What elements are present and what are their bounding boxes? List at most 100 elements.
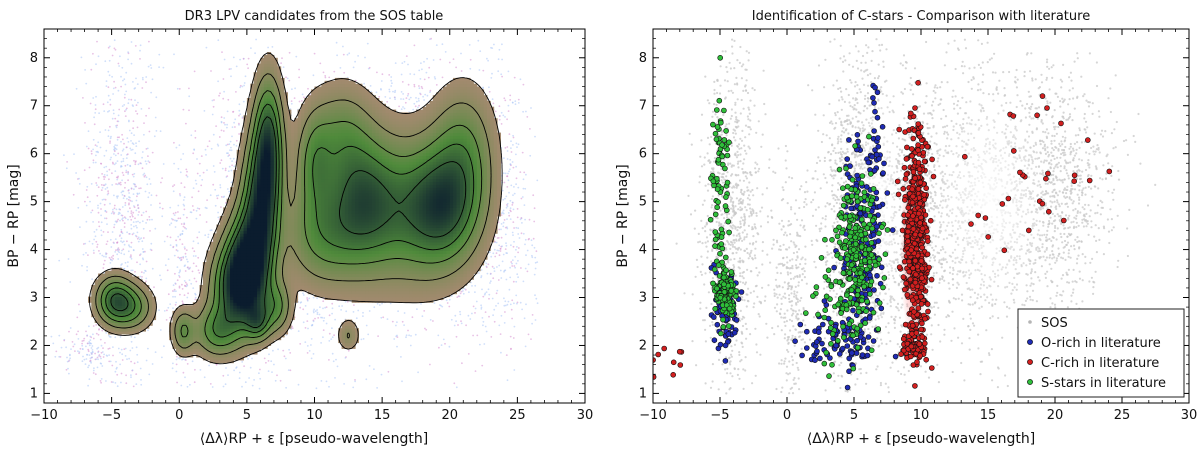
sos-point: [409, 96, 412, 99]
sos-point: [141, 87, 144, 89]
sos-point: [446, 302, 449, 304]
sos-point: [310, 324, 313, 327]
sos-point: [198, 272, 201, 274]
sos-point: [192, 240, 195, 243]
sos-point: [155, 194, 158, 197]
sos-point: [479, 50, 482, 53]
sos-point: [324, 75, 327, 77]
sos-point: [227, 374, 229, 376]
sos-point: [415, 97, 417, 99]
sos-point: [155, 130, 158, 132]
sos-point: [243, 84, 246, 87]
sos-point: [150, 242, 153, 245]
sos-point: [139, 221, 141, 224]
sos-point: [285, 76, 287, 79]
sos-point: [136, 353, 139, 356]
sos-point: [177, 256, 180, 259]
sos-point: [407, 329, 409, 332]
sos-point: [140, 383, 143, 386]
sos-point: [307, 87, 309, 90]
sos-point: [122, 197, 125, 200]
sos-point: [433, 76, 436, 78]
sos-point: [179, 193, 181, 195]
sos-point: [108, 347, 111, 350]
sos-point: [212, 183, 215, 186]
sos-point: [150, 67, 153, 69]
sos-point: [316, 313, 319, 315]
sos-point: [130, 132, 133, 135]
sos-point: [110, 135, 112, 138]
sos-point: [393, 338, 396, 340]
sos-point: [123, 104, 126, 106]
sos-point: [112, 257, 114, 260]
sos-point: [420, 62, 422, 65]
sos-point: [192, 287, 195, 289]
sos-point: [131, 214, 134, 216]
sos-point: [141, 151, 144, 153]
sos-point: [517, 247, 520, 249]
sos-point: [121, 105, 124, 107]
sos-point: [113, 242, 115, 245]
sos-point: [104, 198, 107, 201]
sos-point: [112, 109, 115, 112]
sos-point: [239, 86, 242, 89]
sos-point: [301, 100, 303, 102]
sos-point: [258, 387, 261, 390]
sos-point: [280, 62, 282, 64]
sos-point: [251, 357, 253, 360]
sos-point: [128, 129, 131, 132]
sos-point: [149, 230, 151, 232]
sos-point: [440, 344, 443, 346]
sos-point: [107, 110, 109, 113]
sos-point: [419, 78, 422, 80]
sos-point: [248, 377, 251, 379]
sos-point: [289, 352, 292, 354]
sos-point: [123, 267, 126, 270]
sos-point: [172, 284, 175, 287]
sos-point: [276, 374, 278, 377]
sos-point: [335, 358, 337, 361]
sos-point: [105, 243, 108, 246]
sos-point: [127, 98, 130, 101]
sos-point: [109, 137, 112, 140]
sos-point: [488, 86, 490, 89]
sos-point: [405, 55, 408, 57]
sos-point: [312, 311, 315, 314]
sos-point: [297, 383, 300, 386]
sos-point: [107, 94, 110, 97]
sos-point: [506, 205, 509, 208]
sos-point: [423, 78, 426, 81]
sos-point: [274, 379, 277, 382]
sos-point: [121, 171, 124, 174]
sos-point: [289, 108, 292, 110]
sos-point: [94, 108, 97, 111]
sos-point: [143, 133, 145, 136]
sos-point: [118, 136, 120, 139]
sos-point: [378, 304, 381, 306]
sos-point: [89, 200, 91, 203]
sos-point: [391, 82, 393, 85]
sos-point: [319, 62, 322, 65]
sos-point: [211, 386, 214, 388]
sos-point: [123, 216, 126, 219]
sos-point: [491, 265, 494, 268]
sos-point: [410, 335, 412, 337]
sos-point: [134, 270, 136, 273]
sos-point: [459, 310, 461, 313]
sos-point: [288, 79, 291, 82]
sos-point: [186, 385, 189, 388]
sos-point: [216, 197, 219, 200]
sos-point: [104, 342, 106, 344]
sos-point: [394, 91, 396, 94]
sos-point: [92, 138, 95, 141]
sos-point: [175, 290, 177, 293]
sos-point: [100, 208, 102, 210]
sos-point: [290, 328, 293, 331]
sos-point: [283, 355, 286, 358]
sos-point: [434, 77, 437, 80]
sos-point: [386, 318, 389, 320]
sos-point: [148, 107, 150, 110]
sos-point: [197, 256, 200, 259]
sos-point: [129, 196, 131, 199]
sos-point: [115, 249, 117, 252]
